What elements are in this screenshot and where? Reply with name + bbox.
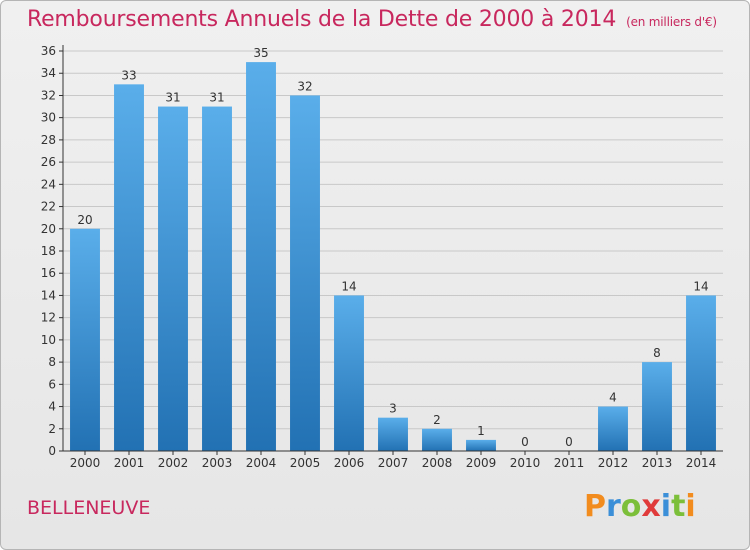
logo-letter: x (641, 489, 661, 524)
y-tick-label: 4 (48, 400, 56, 414)
x-tick-label-2013: 2013 (642, 456, 673, 470)
data-label-2002: 31 (165, 91, 180, 105)
data-label-2005: 32 (297, 79, 312, 93)
proxiti-logo: Proxiti (584, 489, 696, 524)
logo-letter: i (685, 489, 696, 524)
x-tick-label-2008: 2008 (422, 456, 453, 470)
y-tick-label: 30 (41, 111, 56, 125)
bar-2013 (642, 362, 672, 451)
bar-2003 (202, 106, 232, 452)
logo-letter: r (606, 489, 621, 524)
data-label-2004: 35 (253, 46, 268, 60)
y-tick-label: 36 (41, 44, 56, 58)
bar-2001 (114, 84, 144, 451)
logo-letter: i (660, 489, 672, 524)
x-tick-label-2000: 2000 (70, 456, 101, 470)
x-tick-label-2001: 2001 (114, 456, 145, 470)
bar-2006 (334, 295, 364, 451)
data-label-2012: 4 (609, 391, 617, 405)
y-tick-label: 34 (41, 66, 56, 80)
y-tick-label: 14 (41, 288, 56, 302)
x-tick-label-2004: 2004 (246, 456, 277, 470)
x-tick-label-2003: 2003 (202, 456, 233, 470)
data-label-2007: 3 (389, 402, 397, 416)
data-label-2010: 0 (521, 435, 529, 449)
logo-letter: P (584, 489, 606, 524)
y-tick-label: 26 (41, 155, 56, 169)
x-tick-label-2014: 2014 (686, 456, 717, 470)
chart-title: Remboursements Annuels de la Dette de 20… (27, 7, 717, 32)
bar-2007 (378, 417, 408, 451)
x-tick-label-2006: 2006 (334, 456, 365, 470)
y-tick-label: 12 (41, 311, 56, 325)
chart-unit: (en milliers d'€) (626, 15, 717, 29)
y-tick-label: 16 (41, 266, 56, 280)
y-tick-label: 18 (41, 244, 56, 258)
y-tick-label: 2 (48, 422, 56, 436)
x-tick-label-2005: 2005 (290, 456, 321, 470)
bars (70, 62, 716, 452)
y-tick-label: 32 (41, 88, 56, 102)
y-tick-label: 24 (41, 177, 56, 191)
data-label-2008: 2 (433, 413, 441, 427)
data-label-2013: 8 (653, 346, 661, 360)
data-label-2000: 20 (77, 213, 92, 227)
logo-letter: o (620, 489, 642, 524)
bar-2009 (466, 439, 496, 451)
x-tick-label-2012: 2012 (598, 456, 629, 470)
bar-2005 (290, 95, 320, 451)
data-label-2009: 1 (477, 424, 485, 438)
data-label-2011: 0 (565, 435, 573, 449)
bar-2012 (598, 406, 628, 451)
x-tick-label-2011: 2011 (554, 456, 585, 470)
commune-name: BELLENEUVE (27, 497, 151, 519)
y-tick-label: 6 (48, 377, 56, 391)
chart-title-text: Remboursements Annuels de la Dette de 20… (27, 7, 617, 32)
bar-2004 (246, 62, 276, 451)
y-tick-label: 22 (41, 200, 56, 214)
y-tick-label: 20 (41, 222, 56, 236)
logo-letter: t (671, 489, 686, 524)
y-tick-label: 0 (48, 444, 56, 458)
y-tick-label: 8 (48, 355, 56, 369)
x-tick-label-2002: 2002 (158, 456, 189, 470)
y-tick-label: 28 (41, 133, 56, 147)
data-label-2003: 31 (209, 91, 224, 105)
data-label-2014: 14 (693, 279, 708, 293)
bar-2014 (686, 295, 716, 451)
bar-2002 (158, 106, 188, 452)
bar-2008 (422, 428, 452, 451)
data-label-2001: 33 (121, 68, 136, 82)
x-tick-label-2010: 2010 (510, 456, 541, 470)
data-label-2006: 14 (341, 279, 356, 293)
y-tick-label: 10 (41, 333, 56, 347)
x-tick-label-2009: 2009 (466, 456, 497, 470)
bar-2000 (70, 228, 100, 451)
x-tick-label-2007: 2007 (378, 456, 409, 470)
